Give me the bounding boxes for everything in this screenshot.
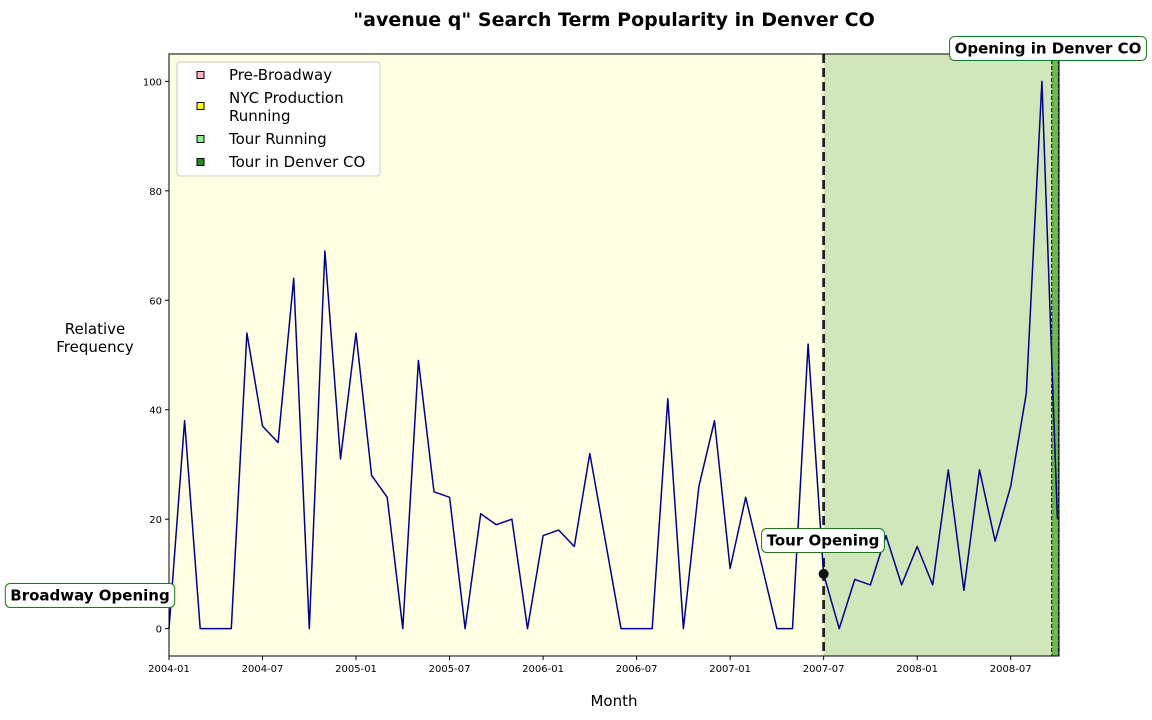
background-regions (169, 54, 1059, 656)
x-tick-label: 2005-01 (335, 664, 377, 675)
y-tick-label: 40 (149, 406, 162, 417)
annotation-box (4, 583, 176, 608)
x-axis-label: Month (590, 692, 637, 710)
series-layer (168, 80, 1059, 630)
legend-swatch-1 (196, 102, 205, 110)
annotation-box (949, 36, 1147, 61)
x-axis: 2004-01 2004-07 2005-01 2005-07 2006-01 2006-… (148, 656, 1032, 675)
legend-label-1: NYC Production Running (229, 89, 344, 125)
annotation-2: Opening in Denver CO (949, 36, 1147, 61)
annotation-label: Broadway Opening (10, 587, 169, 605)
x-tick-label: 2006-07 (616, 664, 658, 675)
annotations: Broadway Opening Tour Opening Opening in D… (4, 36, 1147, 608)
y-tick-label: 0 (156, 625, 162, 636)
legend-label-0: Pre-Broadway (229, 66, 332, 84)
plot-frame (168, 53, 1060, 657)
annotation-label: Tour Opening (767, 532, 880, 550)
x-tick-label: 2005-07 (429, 664, 471, 675)
legend-swatch-0 (196, 71, 205, 79)
annotation-box (761, 528, 885, 553)
y-tick-label: 20 (149, 515, 162, 526)
y-tick-label: 100 (143, 77, 162, 88)
legend-label-3: Tour in Denver CO (228, 153, 365, 171)
x-tick-label: 2007-01 (709, 664, 751, 675)
x-tick-label: 2004-07 (242, 664, 284, 675)
chart-title: "avenue q" Search Term Popularity in Den… (353, 9, 875, 31)
legend: Pre-Broadway NYC Production Running Tour Ru… (176, 61, 381, 177)
y-axis-label: Relative Frequency (56, 320, 134, 356)
tour-opening-marker (818, 568, 829, 579)
annotation-0: Broadway Opening (4, 583, 176, 608)
y-tick-label: 60 (149, 296, 162, 307)
legend-label-2: Tour Running (228, 130, 327, 148)
y-tick-label: 80 (149, 187, 162, 198)
x-tick-label: 2006-01 (522, 664, 564, 675)
annotation-1: Tour Opening (761, 528, 885, 579)
legend-swatch-3 (196, 158, 205, 166)
x-tick-label: 2008-01 (896, 664, 938, 675)
x-tick-label: 2004-01 (148, 664, 190, 675)
x-tick-label: 2008-07 (990, 664, 1032, 675)
legend-box (176, 61, 381, 177)
annotation-label: Opening in Denver CO (955, 40, 1142, 58)
legend-swatch-2 (196, 135, 205, 143)
series-line-0 (168, 80, 1059, 630)
y-axis: 0 20 40 60 80 100 (143, 77, 169, 636)
region-3 (1051, 54, 1059, 656)
region-2 (823, 54, 1058, 656)
x-tick-label: 2007-07 (803, 664, 845, 675)
